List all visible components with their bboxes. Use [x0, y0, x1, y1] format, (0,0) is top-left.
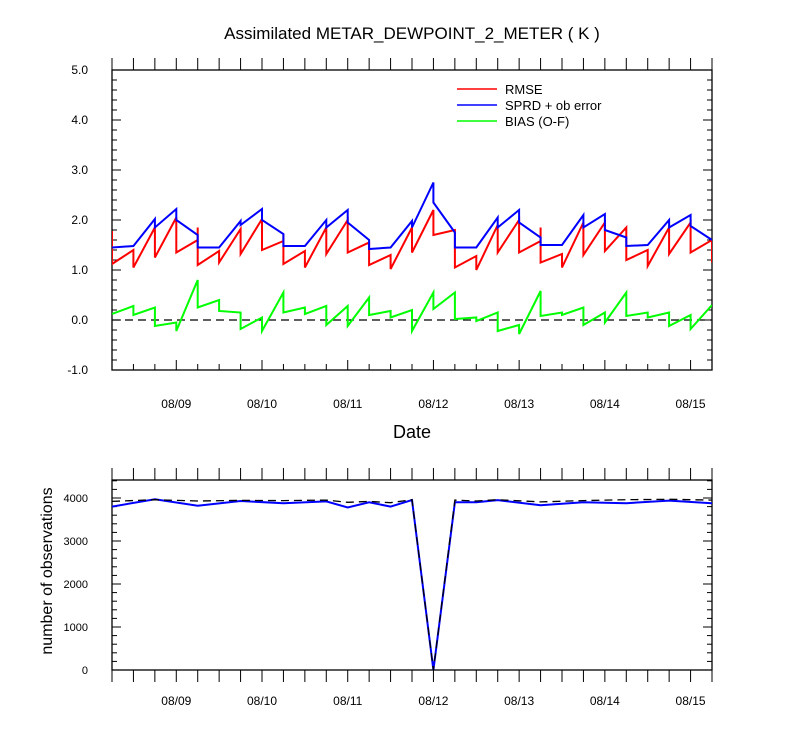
x-tick-label: 08/11: [333, 397, 362, 411]
x2-tick-label: 08/10: [247, 694, 277, 708]
y-tick-label: 0.0: [71, 313, 88, 327]
y-axis-label-observations: number of observations: [39, 487, 56, 654]
legend-sprd-label: SPRD + ob error: [505, 98, 602, 113]
x-tick-label: 08/14: [590, 397, 620, 411]
series-rmse: [112, 209, 712, 271]
x2-tick-label: 08/09: [161, 694, 191, 708]
y-tick-label: 1.0: [71, 263, 88, 277]
x2-tick-label: 08/15: [676, 694, 706, 708]
x-axis-label: Date: [393, 422, 431, 442]
chart-title: Assimilated METAR_DEWPOINT_2_METER ( K ): [224, 24, 600, 43]
y2-tick-label: 4000: [64, 493, 88, 505]
x-tick-label: 08/13: [504, 397, 534, 411]
x-tick-label: 08/10: [247, 397, 277, 411]
y2-tick-label: 2000: [64, 579, 88, 591]
x2-tick-label: 08/14: [590, 694, 620, 708]
series-sprd: [112, 182, 712, 251]
y2-tick-label: 1000: [64, 622, 88, 634]
legend-rmse-label: RMSE: [505, 82, 543, 97]
series-observations-possible: [112, 498, 712, 670]
series-observations-assimilated: [112, 498, 712, 670]
x2-tick-label: 08/11: [333, 694, 362, 708]
x-tick-label: 08/09: [161, 397, 191, 411]
y-tick-label: 2.0: [71, 213, 88, 227]
x-tick-label: 08/15: [676, 397, 706, 411]
y2-tick-label: 3000: [64, 536, 88, 548]
y-tick-label: 5.0: [71, 63, 88, 77]
y-tick-label: 4.0: [71, 113, 88, 127]
x2-tick-label: 08/13: [504, 694, 534, 708]
y2-tick-label: 0: [82, 665, 88, 677]
plot-frame-bottom: [111, 479, 713, 671]
y-tick-label: 3.0: [71, 163, 88, 177]
x-tick-label: 08/12: [418, 397, 448, 411]
y-tick-label: -1.0: [67, 363, 88, 377]
x2-tick-label: 08/12: [418, 694, 448, 708]
legend-bias-label: BIAS (O-F): [505, 114, 569, 129]
series-bias: [112, 279, 712, 335]
